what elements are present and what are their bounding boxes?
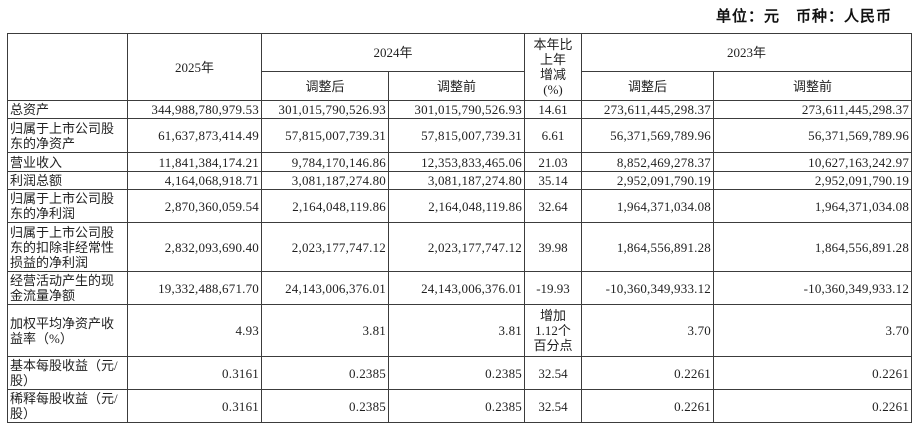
value-2025: 4,164,068,918.71: [127, 171, 262, 190]
value-yoy: 39.98: [524, 222, 583, 272]
value-2023-pre: -10,360,349,933.12: [713, 271, 913, 305]
table-row: 经营活动产生的现金流量净额 19,332,488,671.70 24,143,0…: [7, 271, 913, 305]
unit-currency-note: 单位：元 币种：人民币: [715, 9, 892, 25]
row-label: 利润总额: [7, 171, 128, 190]
value-2024-pre: 2,164,048,119.86: [387, 189, 526, 223]
value-2024-adjusted: 2,023,177,747.12: [261, 222, 389, 272]
value-2024-adjusted: 3,081,187,274.80: [261, 171, 389, 190]
value-2024-adjusted: 0.2385: [261, 356, 389, 390]
value-yoy: 35.14: [524, 171, 583, 190]
row-label: 归属于上市公司股东的净利润: [7, 189, 128, 223]
header-yoy-change: 本年比 上年 增减 (%): [524, 33, 583, 101]
row-label: 营业收入: [7, 152, 128, 172]
value-yoy: 32.54: [524, 389, 583, 423]
row-label: 归属于上市公司股东的扣除非经常性损益的净利润: [7, 222, 128, 272]
value-2024-adjusted: 2,164,048,119.86: [261, 189, 389, 223]
value-yoy: 32.64: [524, 189, 583, 223]
header-2023-adjusted: 调整后: [581, 71, 715, 101]
value-2023-pre: 3.70: [713, 304, 913, 357]
value-2024-pre: 0.2385: [387, 389, 526, 423]
header-row-top: 2025年 2024年 本年比 上年 增减 (%) 2023年: [7, 33, 913, 101]
value-2025: 2,832,093,690.40: [127, 222, 262, 272]
value-2023-pre: 1,864,556,891.28: [713, 222, 913, 272]
value-2023-pre: 10,627,163,242.97: [713, 152, 913, 172]
value-yoy: 32.54: [524, 356, 583, 390]
value-2025: 344,988,780,979.53: [127, 100, 262, 119]
row-label: 归属于上市公司股东的净资产: [7, 118, 128, 153]
value-2024-pre: 57,815,007,739.31: [387, 118, 526, 153]
header-2024: 2024年: [260, 33, 526, 72]
value-2023-adjusted: 1,864,556,891.28: [581, 222, 715, 272]
value-2023-adjusted: 0.2261: [581, 356, 715, 390]
header-2025: 2025年: [127, 33, 262, 101]
row-label: 加权平均净资产收益率（%）: [7, 304, 128, 357]
row-label: 稀释每股收益（元/股）: [7, 389, 128, 423]
value-2023-pre: 273,611,445,298.37: [713, 100, 913, 119]
value-2024-adjusted: 24,143,006,376.01: [261, 271, 389, 305]
table-row: 利润总额 4,164,068,918.71 3,081,187,274.80 3…: [7, 171, 913, 190]
value-2023-adjusted: 0.2261: [581, 389, 715, 423]
value-2023-adjusted: -10,360,349,933.12: [581, 271, 715, 305]
value-2023-pre: 1,964,371,034.08: [713, 189, 913, 223]
value-yoy: -19.93: [524, 271, 583, 305]
table-row: 基本每股收益（元/股） 0.3161 0.2385 0.2385 32.54 0…: [7, 356, 913, 390]
table-row: 营业收入 11,841,384,174.21 9,784,170,146.86 …: [7, 152, 913, 172]
value-2023-adjusted: 273,611,445,298.37: [581, 100, 715, 119]
value-yoy: 21.03: [524, 152, 583, 172]
value-2024-pre: 3,081,187,274.80: [387, 171, 526, 190]
corner-cell: [7, 33, 128, 101]
value-yoy: 6.61: [524, 118, 583, 153]
value-2025: 2,870,360,059.54: [127, 189, 262, 223]
value-2025: 0.3161: [127, 389, 262, 423]
value-2023-adjusted: 3.70: [581, 304, 715, 357]
value-2024-pre: 2,023,177,747.12: [387, 222, 526, 272]
header-2023-pre-adjustment: 调整前: [713, 71, 913, 101]
header-2024-pre-adjustment: 调整前: [387, 71, 526, 101]
table-row: 归属于上市公司股东的净资产 61,637,873,414.49 57,815,0…: [7, 118, 913, 153]
header-2024-adjusted: 调整后: [261, 71, 389, 101]
value-2025: 4.93: [127, 304, 262, 357]
value-2025: 11,841,384,174.21: [127, 152, 262, 172]
value-2025: 61,637,873,414.49: [127, 118, 262, 153]
value-yoy: 增加 1.12个 百分点: [524, 304, 583, 357]
row-label: 总资产: [7, 100, 128, 119]
value-2023-pre: 0.2261: [713, 389, 913, 423]
value-2024-pre: 301,015,790,526.93: [387, 100, 526, 119]
value-2024-adjusted: 57,815,007,739.31: [261, 118, 389, 153]
value-2024-pre: 3.81: [387, 304, 526, 357]
value-2025: 0.3161: [127, 356, 262, 390]
value-2023-pre: 2,952,091,790.19: [713, 171, 913, 190]
value-2024-adjusted: 301,015,790,526.93: [261, 100, 389, 119]
table-row: 总资产 344,988,780,979.53 301,015,790,526.9…: [7, 100, 913, 119]
value-2023-pre: 56,371,569,789.96: [713, 118, 913, 153]
value-2024-pre: 0.2385: [387, 356, 526, 390]
table-row: 归属于上市公司股东的扣除非经常性损益的净利润 2,832,093,690.40 …: [7, 222, 913, 272]
value-2024-adjusted: 9,784,170,146.86: [261, 152, 389, 172]
value-2024-pre: 24,143,006,376.01: [387, 271, 526, 305]
value-2023-pre: 0.2261: [713, 356, 913, 390]
header-2023: 2023年: [581, 33, 913, 72]
table-row: 归属于上市公司股东的净利润 2,870,360,059.54 2,164,048…: [7, 189, 913, 223]
financial-summary-table: 2025年 2024年 本年比 上年 增减 (%) 2023年 调整后 调整前 …: [7, 33, 913, 423]
value-2023-adjusted: 2,952,091,790.19: [581, 171, 715, 190]
value-2024-pre: 12,353,833,465.06: [387, 152, 526, 172]
value-yoy: 14.61: [524, 100, 583, 119]
value-2023-adjusted: 8,852,469,278.37: [581, 152, 715, 172]
value-2023-adjusted: 56,371,569,789.96: [581, 118, 715, 153]
table-row: 加权平均净资产收益率（%） 4.93 3.81 3.81 增加 1.12个 百分…: [7, 304, 913, 357]
row-label: 基本每股收益（元/股）: [7, 356, 128, 390]
value-2025: 19,332,488,671.70: [127, 271, 262, 305]
table-row: 稀释每股收益（元/股） 0.3161 0.2385 0.2385 32.54 0…: [7, 389, 913, 423]
row-label: 经营活动产生的现金流量净额: [7, 271, 128, 305]
value-2023-adjusted: 1,964,371,034.08: [581, 189, 715, 223]
header-row-sub: 调整后 调整前 调整后 调整前: [8, 71, 913, 101]
value-2024-adjusted: 0.2385: [261, 389, 389, 423]
value-2024-adjusted: 3.81: [261, 304, 389, 357]
